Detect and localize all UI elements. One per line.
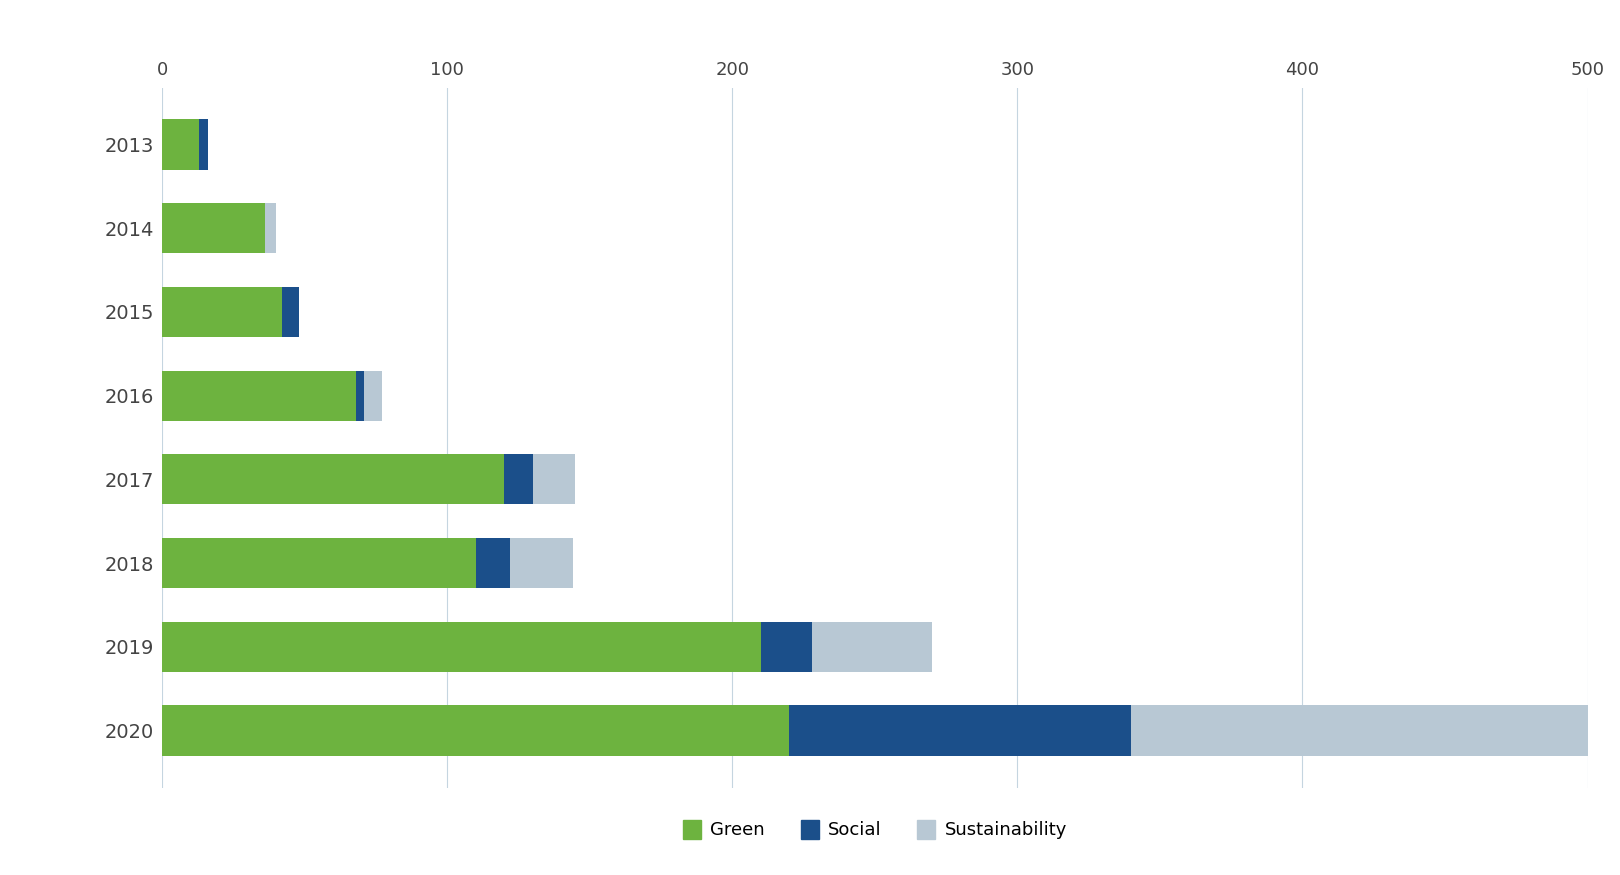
Bar xyxy=(789,705,1131,756)
Bar xyxy=(364,370,382,421)
Bar xyxy=(162,454,504,505)
Legend: Green, Social, Sustainability: Green, Social, Sustainability xyxy=(674,811,1076,849)
Bar xyxy=(356,370,364,421)
Bar xyxy=(282,287,298,337)
Bar xyxy=(162,370,356,421)
Bar xyxy=(533,454,575,505)
Bar xyxy=(199,119,207,170)
Bar xyxy=(162,203,264,253)
Bar xyxy=(504,454,533,505)
Bar xyxy=(812,622,931,672)
Bar xyxy=(162,622,761,672)
Bar xyxy=(1131,705,1588,756)
Bar xyxy=(162,538,476,588)
Bar xyxy=(510,538,572,588)
Bar xyxy=(162,287,282,337)
Bar xyxy=(162,119,199,170)
Bar xyxy=(476,538,510,588)
Bar xyxy=(761,622,812,672)
Bar xyxy=(264,203,275,253)
Bar xyxy=(162,705,789,756)
